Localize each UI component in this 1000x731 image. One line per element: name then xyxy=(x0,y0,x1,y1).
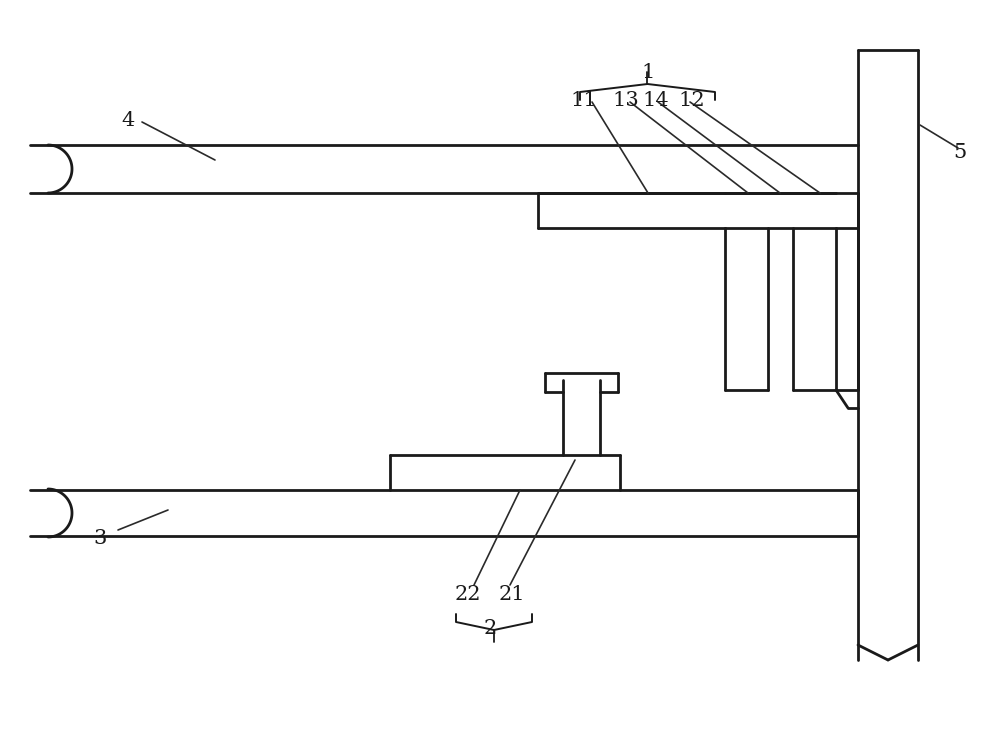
Text: 22: 22 xyxy=(455,586,481,605)
Text: 1: 1 xyxy=(641,62,655,81)
Text: 3: 3 xyxy=(93,529,107,548)
Text: 5: 5 xyxy=(953,143,967,162)
Text: 14: 14 xyxy=(643,91,669,110)
Text: 4: 4 xyxy=(121,110,135,129)
Text: 12: 12 xyxy=(679,91,705,110)
Text: 11: 11 xyxy=(571,91,597,110)
Text: 2: 2 xyxy=(483,618,497,637)
Text: 21: 21 xyxy=(499,586,525,605)
Text: 13: 13 xyxy=(613,91,639,110)
